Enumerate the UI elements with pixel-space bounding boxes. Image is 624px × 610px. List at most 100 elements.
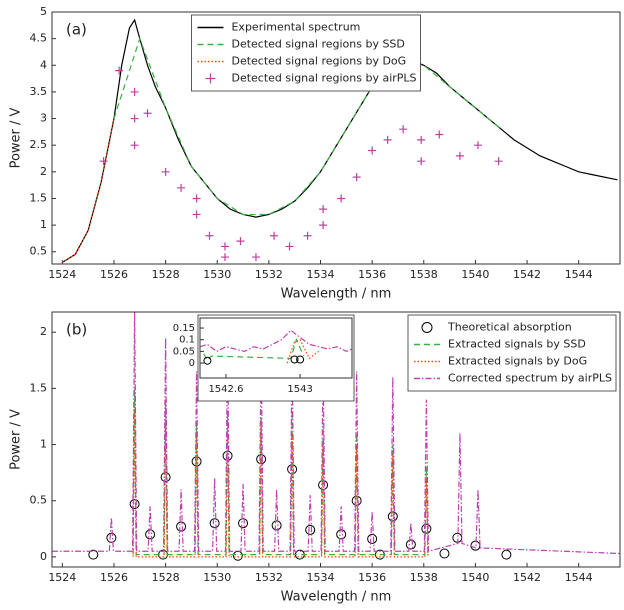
x-tick-label: 1534 — [307, 268, 335, 281]
plot-frame — [199, 317, 353, 379]
plus-marker — [303, 231, 312, 240]
circle-marker — [232, 550, 243, 561]
x-tick-label: 1536 — [358, 571, 386, 584]
y-tick-label: 0 — [40, 550, 47, 563]
panel-title: (a) — [66, 21, 87, 39]
inset-background — [197, 314, 355, 402]
circle-marker — [271, 520, 282, 531]
legend-swatch — [421, 322, 433, 333]
legend-box — [191, 14, 421, 92]
x-tick-label: 1542.6 — [208, 384, 243, 395]
x-tick-label: 1538 — [410, 571, 438, 584]
circle-marker — [145, 529, 156, 540]
y-tick-label: 0 — [189, 358, 195, 369]
y-tick-label: 0.1 — [179, 335, 195, 346]
legend-box — [407, 314, 617, 392]
plus-marker — [270, 231, 279, 240]
series-line — [203, 337, 305, 362]
x-tick-label: 1544 — [565, 268, 593, 281]
y-tick-label: 2 — [40, 165, 47, 178]
x-tick-label: 1528 — [152, 571, 180, 584]
y-tick-label: 1 — [40, 218, 47, 231]
circle-marker — [336, 529, 347, 540]
legend: Experimental spectrum Detected signal reg… — [191, 14, 421, 92]
y-tick-label: 1.5 — [30, 191, 48, 204]
x-tick-label: 1528 — [152, 268, 180, 281]
plus-marker — [130, 141, 139, 150]
legend-label: Detected signal regions by DoG — [231, 55, 406, 68]
x-tick-label: 1532 — [255, 268, 283, 281]
y-tick-label: 4 — [40, 58, 47, 71]
series-layer — [52, 312, 620, 561]
plus-marker — [99, 157, 108, 166]
plus-marker — [319, 221, 328, 230]
y-tick-label: 3 — [40, 112, 47, 125]
x-tick-label: 1542 — [513, 268, 541, 281]
x-tick-label: 1538 — [410, 268, 438, 281]
x-tick-label: 1540 — [461, 571, 489, 584]
circle-marker — [290, 355, 299, 364]
series-layer — [200, 329, 352, 365]
plus-marker — [399, 125, 408, 134]
circle-marker — [439, 548, 450, 559]
x-tick-label: 1526 — [100, 571, 128, 584]
plus-marker — [205, 231, 214, 240]
y-tick-label: 5 — [40, 5, 47, 18]
plus-marker — [383, 135, 392, 144]
plus-marker — [143, 109, 152, 118]
y-tick-label: 0.5 — [30, 494, 48, 507]
legend-label: Experimental spectrum — [231, 21, 360, 34]
x-tick-label: 1530 — [203, 268, 231, 281]
x-tick-label: 1543 — [287, 384, 312, 395]
plus-marker — [236, 237, 245, 246]
x-tick-label: 1532 — [255, 571, 283, 584]
circle-marker — [176, 521, 187, 532]
plus-marker — [192, 210, 201, 219]
circle-marker — [88, 549, 99, 560]
plus-marker — [251, 253, 260, 262]
legend-label: Extracted signals by SSD — [448, 338, 586, 351]
circle-marker — [203, 356, 212, 365]
circle-marker — [238, 518, 249, 529]
plus-marker — [494, 157, 503, 166]
series-line — [62, 118, 115, 263]
legend-swatch — [205, 73, 216, 84]
plus-marker — [352, 173, 361, 182]
plus-marker — [220, 253, 229, 262]
circle-marker — [296, 355, 305, 364]
circle-marker — [421, 523, 432, 534]
x-tick-label: 1544 — [565, 571, 593, 584]
plot-frame — [51, 311, 621, 568]
legend-label: Theoretical absorption — [447, 321, 572, 334]
y-tick-label: 4.5 — [30, 32, 48, 45]
x-axis-label: Wavelength / nm — [281, 590, 392, 605]
legend-label: Detected signal regions by airPLS — [231, 72, 416, 85]
y-tick-label: 3.5 — [30, 85, 48, 98]
legend: Theoretical absorption Extracted signals … — [407, 314, 617, 392]
plus-marker — [285, 242, 294, 251]
y-tick-label: 1.5 — [30, 381, 48, 394]
plus-marker — [368, 146, 377, 155]
circle-marker — [387, 511, 398, 522]
x-tick-label: 1536 — [358, 268, 386, 281]
series-line — [200, 329, 352, 353]
plus-marker — [220, 242, 229, 251]
y-tick-label: 1 — [40, 438, 47, 451]
series-line — [62, 18, 618, 263]
x-tick-label: 1524 — [48, 571, 76, 584]
x-tick-label: 1524 — [48, 268, 76, 281]
series-line — [52, 312, 620, 555]
x-tick-label: 1534 — [307, 571, 335, 584]
plus-marker — [474, 141, 482, 150]
circle-marker — [351, 495, 362, 506]
legend-label: Corrected spectrum by airPLS — [448, 372, 612, 385]
plot-frame — [51, 11, 621, 265]
y-tick-label: 0.5 — [30, 245, 48, 258]
x-axis-label: Wavelength / nm — [281, 287, 392, 302]
series-layer — [62, 18, 618, 263]
circle-marker — [405, 539, 416, 550]
plus-marker — [130, 114, 139, 123]
x-tick-label: 1540 — [461, 268, 489, 281]
